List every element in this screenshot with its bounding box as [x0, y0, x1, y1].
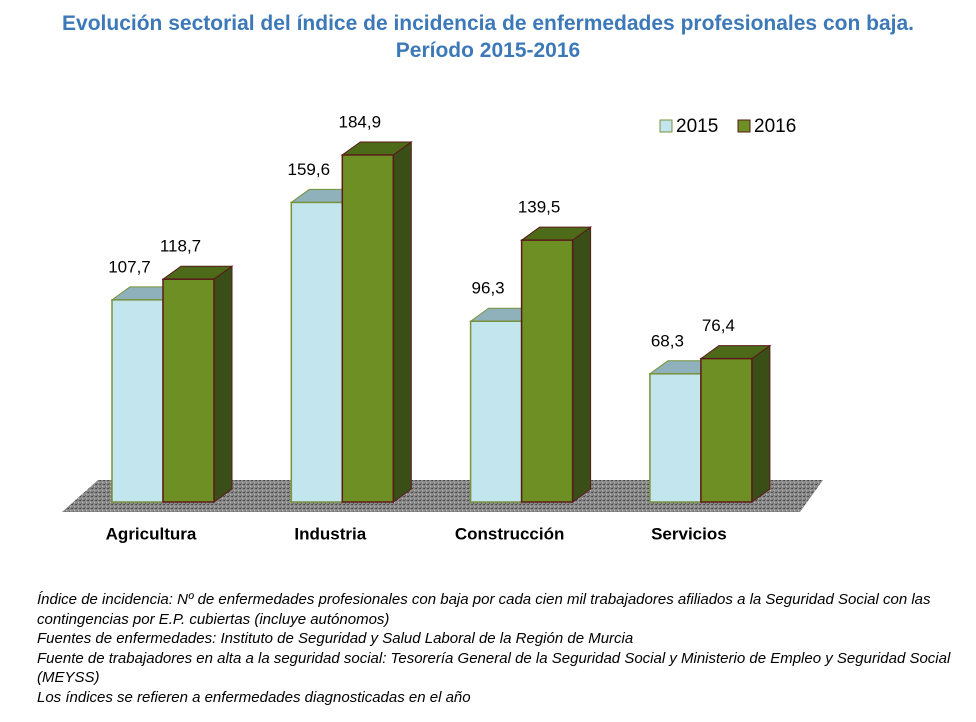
value-label: 76,4: [702, 316, 735, 335]
bar-side: [213, 265, 233, 503]
bar: [341, 154, 395, 503]
bar: [649, 373, 702, 503]
x-tick-label: Construcción: [455, 524, 565, 543]
bar-side: [572, 226, 592, 503]
notes: Índice de incidencia: Nº de enfermedades…: [37, 590, 952, 707]
legend-swatch: [659, 119, 673, 133]
bar: [162, 278, 215, 503]
note: Fuente de trabajadores en alta a la segu…: [37, 649, 951, 687]
value-label: 107,7: [108, 257, 151, 276]
legend-label: 2015: [676, 116, 718, 137]
value-label: 139,5: [518, 198, 561, 217]
x-tick-label: Servicios: [651, 524, 727, 543]
legend-swatch: [737, 119, 751, 133]
bar-side: [392, 140, 412, 503]
floor: [62, 480, 823, 512]
bar: [111, 299, 164, 503]
value-label: 68,3: [651, 331, 684, 350]
bar: [700, 357, 753, 503]
value-label: 159,6: [288, 160, 331, 179]
x-tick-label: Agricultura: [106, 524, 197, 543]
legend-label: 2016: [754, 116, 796, 137]
value-label: 96,3: [472, 279, 505, 298]
value-label: 184,9: [339, 112, 382, 131]
bar: [520, 239, 574, 503]
bar: [469, 320, 523, 503]
bar-side: [751, 344, 771, 503]
x-tick-label: Industria: [294, 524, 366, 543]
value-label: 118,7: [160, 237, 201, 256]
bar: [290, 201, 344, 503]
note: Fuentes de enfermedades: Instituto de Se…: [37, 630, 634, 647]
note: Índice de incidencia: Nº de enfermedades…: [37, 591, 931, 628]
chart-title: Evolución sectorial del índice de incide…: [62, 12, 914, 62]
note: Los índices se refieren a enfermedades d…: [37, 688, 471, 706]
